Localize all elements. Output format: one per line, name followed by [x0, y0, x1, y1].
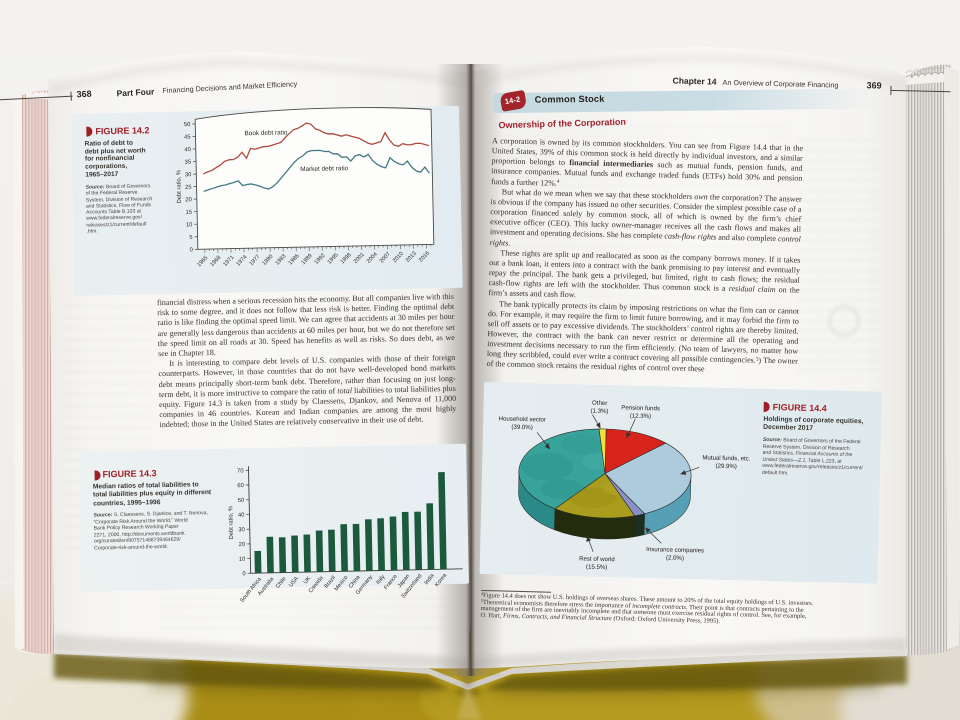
- svg-text:1965: 1965: [196, 255, 209, 268]
- svg-text:20: 20: [239, 542, 246, 548]
- svg-text:Market debt ratio: Market debt ratio: [300, 165, 349, 173]
- svg-text:10: 10: [239, 557, 246, 563]
- svg-text:70: 70: [237, 468, 244, 474]
- svg-text:Household sector: Household sector: [499, 415, 547, 423]
- svg-text:Mexico: Mexico: [334, 575, 350, 593]
- svg-text:Debt ratio, %: Debt ratio, %: [176, 170, 183, 204]
- svg-text:50: 50: [238, 498, 245, 504]
- svg-text:20: 20: [185, 197, 192, 203]
- svg-text:Italy: Italy: [375, 574, 386, 586]
- svg-text:1974: 1974: [235, 254, 248, 267]
- svg-text:2004: 2004: [366, 252, 379, 265]
- svg-text:1980: 1980: [262, 254, 275, 267]
- svg-text:1968: 1968: [209, 255, 222, 268]
- svg-text:2007: 2007: [379, 251, 392, 264]
- svg-text:1986: 1986: [288, 253, 301, 266]
- svg-text:30: 30: [238, 527, 245, 533]
- svg-text:1998: 1998: [340, 252, 353, 265]
- svg-text:60: 60: [237, 483, 244, 489]
- svg-text:Pension funds: Pension funds: [621, 404, 660, 412]
- svg-text:50: 50: [184, 122, 191, 128]
- svg-text:Chile: Chile: [275, 576, 288, 590]
- svg-text:45: 45: [184, 135, 191, 141]
- svg-text:Rest of world: Rest of world: [579, 555, 615, 563]
- svg-text:Canada: Canada: [308, 575, 326, 595]
- svg-text:2001: 2001: [353, 252, 366, 265]
- svg-text:1983: 1983: [275, 253, 288, 266]
- svg-text:30: 30: [185, 172, 192, 178]
- svg-text:Mutual funds, etc.: Mutual funds, etc.: [702, 454, 751, 462]
- svg-text:France: France: [383, 574, 399, 591]
- svg-text:2016: 2016: [418, 250, 431, 263]
- svg-text:5: 5: [189, 235, 192, 241]
- svg-text:(29.9%): (29.9%): [715, 463, 737, 471]
- svg-text:Insurance companies: Insurance companies: [646, 546, 704, 554]
- svg-text:1989: 1989: [301, 253, 314, 266]
- svg-text:1995: 1995: [327, 252, 340, 265]
- svg-text:25: 25: [185, 185, 192, 191]
- svg-text:(39.0%): (39.0%): [511, 424, 533, 432]
- svg-text:2013: 2013: [405, 251, 418, 264]
- svg-text:1971: 1971: [222, 255, 235, 268]
- svg-text:40: 40: [238, 513, 245, 519]
- svg-text:40: 40: [184, 147, 191, 153]
- svg-text:USA: USA: [288, 576, 300, 589]
- svg-text:1992: 1992: [314, 253, 327, 266]
- svg-text:Other: Other: [592, 400, 607, 407]
- svg-text:Book debt ratio: Book debt ratio: [244, 129, 288, 137]
- svg-text:0: 0: [242, 571, 245, 577]
- svg-text:UK: UK: [303, 575, 313, 585]
- svg-text:15: 15: [186, 210, 193, 216]
- svg-text:Debt ratio, %: Debt ratio, %: [228, 506, 235, 540]
- svg-text:2010: 2010: [392, 251, 405, 264]
- svg-text:Korea: Korea: [434, 572, 449, 588]
- svg-text:0: 0: [190, 247, 193, 253]
- svg-text:(2.0%): (2.0%): [666, 555, 684, 562]
- svg-text:(15.5%): (15.5%): [586, 564, 608, 572]
- svg-text:(12.3%): (12.3%): [630, 413, 652, 421]
- svg-text:10: 10: [186, 222, 193, 228]
- svg-text:(1.3%): (1.3%): [590, 408, 608, 415]
- svg-text:35: 35: [185, 160, 192, 166]
- svg-text:1977: 1977: [249, 254, 262, 267]
